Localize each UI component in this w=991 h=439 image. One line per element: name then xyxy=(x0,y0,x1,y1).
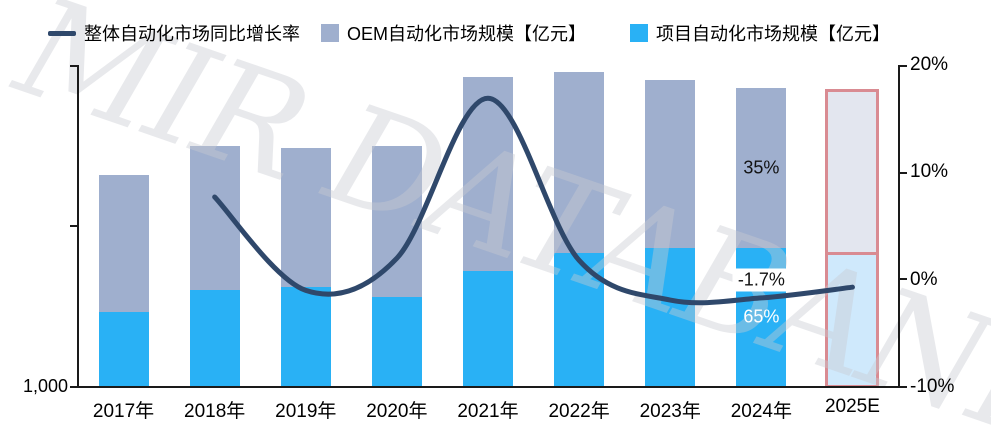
right-axis-tick xyxy=(900,65,907,67)
right-axis-label: 10% xyxy=(910,161,949,183)
legend-label: 整体自动化市场同比增长率 xyxy=(84,24,300,44)
x-axis-label: 2017年 xyxy=(92,401,155,422)
legend-label: 项目自动化市场规模【亿元】 xyxy=(656,24,890,44)
project-bar-segment xyxy=(190,290,240,387)
project-bar-segment xyxy=(281,287,331,387)
legend-item-growth-line: 整体自动化市场同比增长率 xyxy=(48,20,300,46)
annotation-65%: 65% xyxy=(743,306,780,327)
legend-label: OEM自动化市场规模【亿元】 xyxy=(347,24,586,44)
x-axis-label: 2021年 xyxy=(457,401,519,422)
right-axis-label: 0% xyxy=(910,268,938,290)
oem-bar-segment xyxy=(281,148,331,287)
oem-bar-segment xyxy=(99,175,149,312)
x-axis-label: 2019年 xyxy=(275,401,337,422)
legend-item-project-bars: 项目自动化市场规模【亿元】 xyxy=(630,20,890,46)
right-axis-tick xyxy=(900,172,907,174)
left-y-axis xyxy=(77,65,79,387)
project-bar-segment xyxy=(463,271,513,387)
left-axis-tick xyxy=(70,65,77,67)
x-axis-label: 2024年 xyxy=(730,401,792,422)
forecast-oem-segment xyxy=(828,92,876,255)
oem-bar-segment xyxy=(554,72,604,253)
x-axis-baseline xyxy=(77,386,900,388)
x-axis-label: 2018年 xyxy=(184,401,246,422)
oem-bar-segment xyxy=(190,146,240,290)
chart-legend: 整体自动化市场同比增长率 OEM自动化市场规模【亿元】 项目自动化市场规模【亿元… xyxy=(0,20,991,46)
project-bar-segment xyxy=(645,248,695,387)
right-axis-label: 20% xyxy=(910,54,949,75)
forecast-bar-2025 xyxy=(825,89,879,387)
project-bar-segment xyxy=(372,297,422,387)
project-bar-segment xyxy=(554,253,604,387)
left-axis-tick xyxy=(70,225,77,227)
oem-bar-segment xyxy=(645,80,695,248)
annotation--1.7%: -1.7% xyxy=(732,268,790,292)
legend-item-oem-bars: OEM自动化市场规模【亿元】 xyxy=(321,20,586,46)
x-axis-label: 2020年 xyxy=(366,401,428,422)
oem-bar-segment xyxy=(463,77,513,271)
right-axis-tick xyxy=(900,386,907,388)
project-bar-segment xyxy=(99,312,149,387)
oem-bar-segment xyxy=(372,146,422,297)
right-y-axis xyxy=(898,65,900,387)
x-axis-label: 2023年 xyxy=(639,401,701,422)
right-axis-tick xyxy=(900,278,907,280)
oem-series-legend-icon xyxy=(321,24,339,42)
project-series-legend-icon xyxy=(630,24,648,42)
x-axis-label: 2022年 xyxy=(548,401,610,422)
forecast-project-segment xyxy=(828,255,876,385)
left-axis-label: 1,000 xyxy=(22,376,68,396)
right-axis-label: -10% xyxy=(910,376,955,397)
left-axis-tick xyxy=(70,386,77,388)
annotation-35%: 35% xyxy=(743,157,780,178)
line-legend-icon xyxy=(48,30,76,36)
x-axis-label: 2025E xyxy=(824,396,880,417)
